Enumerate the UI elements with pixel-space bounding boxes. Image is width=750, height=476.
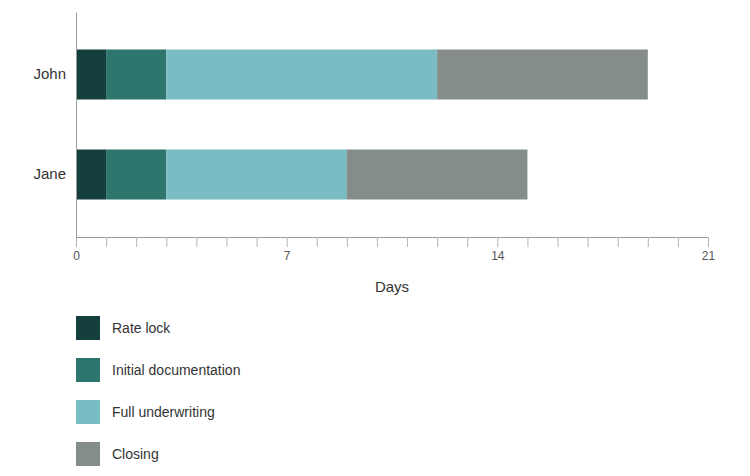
x-tick [106, 237, 107, 247]
x-tick: 14 [491, 237, 505, 263]
x-tick [196, 237, 197, 247]
x-tick: 7 [284, 237, 291, 263]
x-tick [377, 237, 378, 247]
x-tick-label: 21 [702, 249, 716, 263]
x-tick-mark [467, 237, 468, 247]
x-tick-mark [317, 237, 318, 247]
x-tick-label: 0 [73, 249, 80, 263]
x-tick-label: 7 [284, 249, 291, 263]
x-tick [347, 237, 348, 247]
x-tick-mark [407, 237, 408, 247]
bar-segment [347, 150, 528, 200]
legend-swatch [76, 442, 100, 466]
legend-swatch [76, 316, 100, 340]
x-tick-mark [588, 237, 589, 247]
x-tick-mark [226, 237, 227, 247]
x-tick: 0 [73, 237, 80, 263]
y-tick: Jane [33, 165, 66, 182]
x-tick [527, 237, 528, 247]
x-tick [166, 237, 167, 247]
x-tick [678, 237, 679, 247]
x-tick [618, 237, 619, 247]
x-tick-mark [618, 237, 619, 247]
series [76, 50, 106, 200]
x-tick [136, 237, 137, 247]
legend: Rate lock Initial documentation Full under… [76, 316, 240, 466]
x-tick-mark [106, 237, 107, 247]
y-axis-line [76, 13, 77, 238]
y-tick: John [33, 65, 66, 82]
x-tick [558, 237, 559, 247]
x-tick-mark [347, 237, 348, 247]
chart: 0 7 14 21 John Jane Days Rate lock Initial docum… [0, 0, 750, 476]
x-tick: 21 [702, 237, 716, 263]
bars [76, 50, 648, 200]
category-label: Jane [33, 165, 66, 182]
x-tick [317, 237, 318, 247]
x-tick [257, 237, 258, 247]
bar-segment [166, 50, 437, 100]
legend-label: Closing [112, 446, 159, 462]
legend-swatch [76, 400, 100, 424]
x-tick-mark [76, 237, 77, 247]
bar-segment [106, 150, 166, 200]
x-tick-mark [648, 237, 649, 247]
x-tick [648, 237, 649, 247]
y-axis: John Jane [33, 13, 76, 238]
x-tick-mark [437, 237, 438, 247]
x-tick [407, 237, 408, 247]
bar-segment [166, 150, 347, 200]
x-axis-line [77, 238, 709, 248]
x-tick-mark [558, 237, 559, 247]
x-tick-mark [497, 237, 498, 247]
legend-label: Full underwriting [112, 404, 215, 420]
x-tick [226, 237, 227, 247]
x-tick-mark [257, 237, 258, 247]
bar-segment [106, 50, 166, 100]
legend-label: Rate lock [112, 320, 171, 336]
x-axis: 0 7 14 21 [73, 237, 715, 263]
x-tick-mark [527, 237, 528, 247]
bar-segment [76, 150, 106, 200]
series [347, 50, 648, 200]
x-tick-mark [287, 237, 288, 247]
x-tick [588, 237, 589, 247]
x-tick-mark [678, 237, 679, 247]
bar-segment [437, 50, 648, 100]
series [106, 50, 166, 200]
x-tick-mark [136, 237, 137, 247]
x-tick-mark [166, 237, 167, 247]
category-label: John [33, 65, 66, 82]
x-tick-mark [708, 237, 709, 247]
legend-swatch [76, 358, 100, 382]
x-tick-label: 14 [491, 249, 505, 263]
x-axis-title: Days [375, 278, 409, 295]
x-tick-mark [196, 237, 197, 247]
x-tick [467, 237, 468, 247]
legend-label: Initial documentation [112, 362, 240, 378]
x-tick-mark [377, 237, 378, 247]
bar-segment [76, 50, 106, 100]
x-tick [437, 237, 438, 247]
